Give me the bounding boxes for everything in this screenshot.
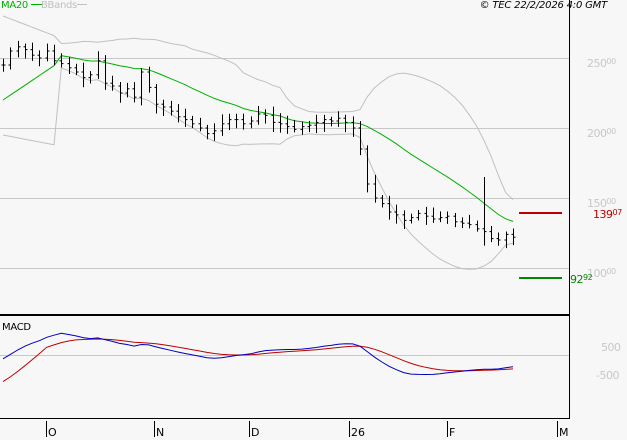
y-label-150: 15000 bbox=[587, 197, 616, 210]
price-bars bbox=[1, 40, 516, 249]
legend-bbands: BBands bbox=[41, 0, 87, 11]
y-label-200: 20000 bbox=[587, 127, 616, 140]
y-label-int: 250 bbox=[587, 57, 607, 70]
x-ticks bbox=[46, 421, 558, 437]
legend-bbands-label: BBands bbox=[41, 0, 77, 11]
resistance-int: 139 bbox=[593, 208, 613, 221]
y-label-dec: 00 bbox=[606, 197, 617, 206]
y-label-int: 200 bbox=[587, 127, 607, 140]
resistance-label: 13907 bbox=[593, 208, 622, 221]
legend-bbands-swatch bbox=[76, 4, 87, 5]
x-label-feb: F bbox=[449, 426, 456, 439]
support-int: 92 bbox=[570, 273, 584, 286]
y-label-int: 100 bbox=[587, 267, 607, 280]
y-label-int: 150 bbox=[587, 197, 607, 210]
x-label-dec: D bbox=[251, 426, 260, 439]
copyright-timestamp: © TEC 22/2/2026 4:0 GMT bbox=[479, 0, 608, 11]
main-grid bbox=[0, 58, 569, 269]
legend-ma20: MA20 bbox=[1, 0, 43, 11]
macd-lines bbox=[2, 332, 514, 383]
macd-title: MACD bbox=[2, 322, 31, 333]
resistance-dec: 07 bbox=[612, 208, 623, 217]
y-label-dec: 00 bbox=[606, 57, 617, 66]
ma20-line bbox=[2, 55, 514, 222]
macd-y-label-500: 500 bbox=[601, 341, 621, 354]
x-label-oct: O bbox=[48, 426, 57, 439]
legend-ma20-label: MA20 bbox=[1, 0, 28, 11]
y-label-dec: 00 bbox=[606, 267, 617, 276]
support-label: 9292 bbox=[570, 273, 593, 286]
y-label-250: 25000 bbox=[587, 57, 616, 70]
macd-y-label-neg500: -500 bbox=[596, 369, 619, 382]
support-dec: 92 bbox=[583, 273, 593, 282]
x-label-2026: 26 bbox=[351, 426, 365, 439]
y-label-100: 10000 bbox=[587, 267, 616, 280]
y-label-dec: 00 bbox=[606, 127, 617, 136]
x-label-mar: M bbox=[559, 426, 569, 439]
bollinger-bands bbox=[2, 15, 514, 270]
x-label-nov: N bbox=[156, 426, 165, 439]
legend-ma20-swatch bbox=[30, 4, 43, 5]
